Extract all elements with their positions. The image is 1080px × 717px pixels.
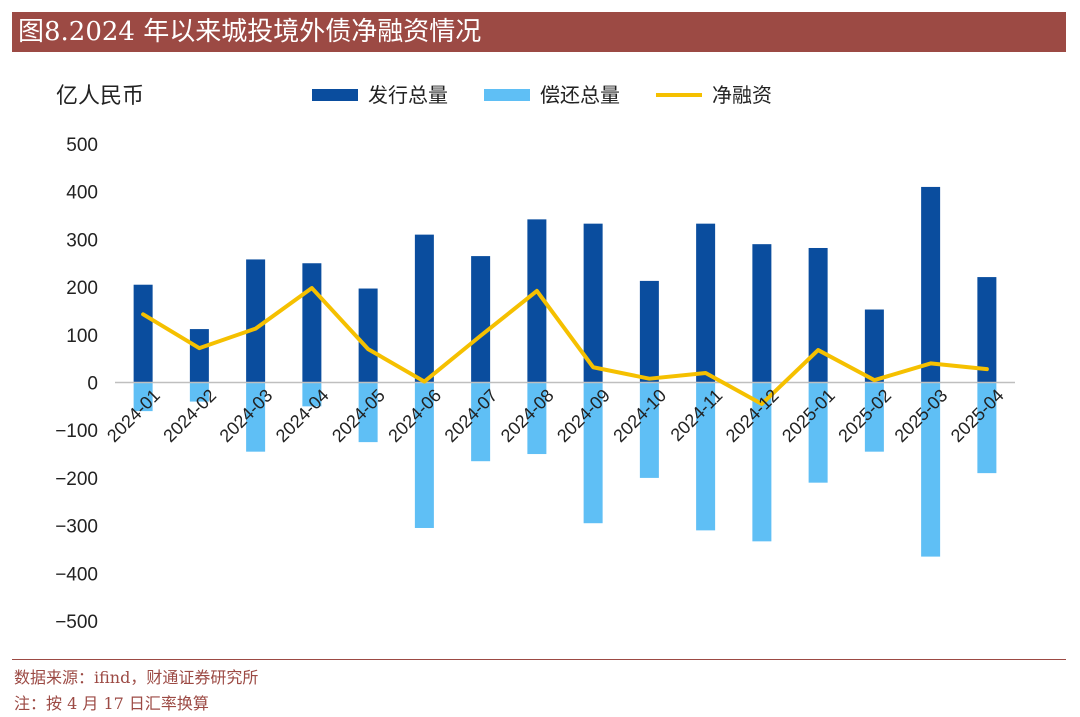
y-tick-label: 500 — [66, 135, 98, 156]
issuance-bar — [189, 329, 209, 383]
x-tick-label: 2025-03 — [891, 385, 952, 446]
repayment-bar — [752, 382, 772, 542]
x-tick-label: 2025-01 — [778, 385, 839, 446]
y-tick-label: 100 — [66, 326, 98, 347]
issuance-bar — [414, 234, 434, 383]
y-tick-label: 400 — [66, 183, 98, 204]
x-tick-label: 2024-10 — [609, 385, 670, 446]
repayment-bar — [639, 382, 659, 478]
issuance-bar — [471, 256, 491, 383]
repayment-bar — [921, 382, 941, 557]
y-tick-label: 200 — [66, 278, 98, 299]
footer-divider — [12, 659, 1066, 660]
net-financing-line — [141, 286, 989, 406]
issuance-bar — [977, 277, 997, 383]
x-tick-label: 2025-02 — [834, 385, 895, 446]
repayment-bar — [471, 382, 491, 462]
y-unit-label: 亿人民币 — [56, 84, 144, 109]
bars-layer — [133, 186, 997, 557]
issuance-bar — [808, 247, 828, 383]
legend-issuance-label: 发行总量 — [368, 83, 448, 107]
exchange-rate-note: 注：按 4 月 17 日汇率换算 — [14, 694, 209, 713]
issuance-bar — [696, 223, 716, 383]
y-axis: 500 400 300 200 100 0 −100 −200 −300 −400 −500 — [55, 135, 98, 633]
legend: 发行总量 偿还总量 净融资 — [312, 83, 772, 107]
issuance-bar — [133, 284, 153, 383]
net-financing-line-layer — [141, 286, 989, 406]
legend-repayment-label: 偿还总量 — [540, 83, 620, 107]
repayment-bar — [246, 382, 266, 452]
legend-net-financing-label: 净融资 — [712, 83, 772, 107]
y-tick-label: −400 — [55, 564, 98, 585]
y-tick-label: 0 — [87, 374, 98, 395]
x-tick-label: 2024-03 — [216, 385, 277, 446]
x-tick-label: 2024-01 — [103, 385, 164, 446]
legend-repayment-swatch — [484, 89, 530, 101]
repayment-bar — [696, 382, 716, 531]
issuance-bar — [358, 288, 378, 383]
issuance-bar — [246, 259, 266, 383]
repayment-bar — [527, 382, 547, 455]
chart-title: 图8.2024 年以来城投境外债净融资情况 — [12, 12, 1066, 52]
x-tick-label: 2024-06 — [384, 385, 445, 446]
y-tick-label: 300 — [66, 230, 98, 251]
repayment-bar — [864, 382, 884, 452]
repayment-bar — [808, 382, 828, 483]
repayment-bar — [977, 382, 997, 474]
repayment-bar — [133, 382, 153, 412]
x-tick-label: 2024-05 — [328, 385, 389, 446]
x-tick-label: 2024-08 — [497, 385, 558, 446]
x-tick-label: 2024-02 — [159, 385, 220, 446]
legend-issuance-swatch — [312, 89, 358, 101]
source-note: 数据来源：ifind，财通证券研究所 — [14, 668, 259, 687]
issuance-bar — [864, 309, 884, 383]
y-tick-label: −300 — [55, 517, 98, 538]
repayment-bar — [583, 382, 603, 524]
issuance-bar — [752, 244, 772, 383]
repayment-bar — [189, 382, 209, 402]
repayment-bar — [358, 382, 378, 443]
repayment-bar — [414, 382, 434, 528]
issuance-bar — [527, 219, 547, 383]
x-tick-label: 2025-04 — [947, 385, 1008, 446]
y-tick-label: −200 — [55, 469, 98, 490]
repayment-bar — [302, 382, 322, 407]
x-tick-label: 2024-07 — [441, 385, 502, 446]
issuance-bar — [921, 186, 941, 383]
y-tick-label: −100 — [55, 421, 98, 442]
issuance-bar — [302, 263, 322, 383]
issuance-bar — [583, 223, 603, 383]
x-tick-label: 2024-09 — [553, 385, 614, 446]
x-tick-label: 2024-12 — [722, 385, 783, 446]
x-tick-label: 2024-04 — [272, 385, 333, 446]
y-tick-label: −500 — [55, 612, 98, 633]
issuance-bar — [639, 280, 659, 383]
